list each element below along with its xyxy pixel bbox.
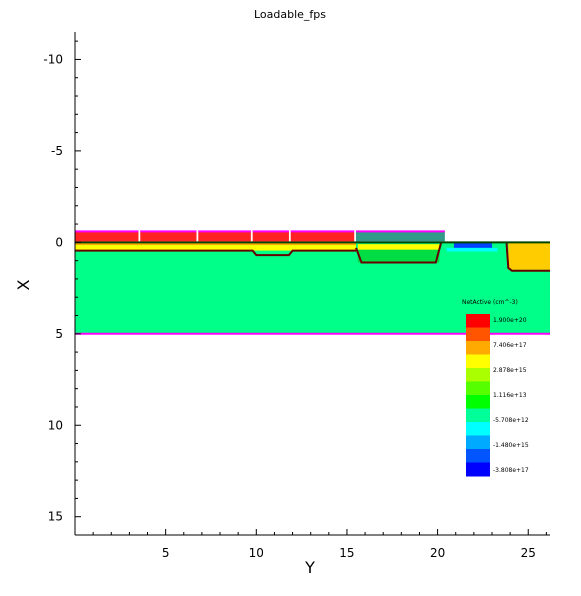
colorbar-label: -1.480e+15	[493, 442, 529, 449]
colorbar-label: -5.708e+12	[493, 417, 529, 424]
p-implant-region	[453, 242, 492, 250]
junction-line-left	[75, 249, 357, 257]
poly-gate-4	[252, 231, 289, 242]
yellow-layer	[75, 245, 357, 251]
y-tick-label: 10	[48, 418, 63, 432]
oxide-cap-region	[356, 231, 445, 242]
colorbar-label: 2.878e+15	[493, 367, 527, 374]
colorbar-swatch	[466, 395, 490, 409]
colorbar-swatch	[466, 408, 490, 423]
x-tick-label: 20	[430, 546, 445, 560]
p-implant-halo	[446, 247, 498, 252]
colorbar-swatch	[466, 462, 490, 477]
y-axis-title: X	[14, 279, 33, 290]
colorbar-swatch	[466, 327, 490, 342]
orange-layer	[75, 242, 357, 246]
axes: 5 10 15 20 25 -10 -5 0 5 10 15	[43, 32, 550, 560]
colorbar-swatch	[466, 368, 490, 382]
colorbar-swatch	[466, 341, 490, 355]
poly-gate-2	[140, 231, 197, 242]
colorbar-swatch	[466, 422, 490, 436]
colorbar-label: -3.808e+17	[493, 467, 529, 474]
colorbar-swatch	[466, 435, 490, 450]
junction-line-middle	[355, 242, 443, 264]
colorbar-label: 1.900e+20	[493, 317, 527, 324]
y-tick-label: -5	[51, 144, 63, 158]
colorbar-swatch	[466, 354, 490, 369]
colorbar-title: NetActive (cm^-3)	[462, 299, 518, 306]
x-axis-title: Y	[304, 558, 315, 577]
y-tick-label: 5	[55, 327, 63, 341]
colorbar: NetActive (cm^-3) 1.900e+20 7.406e+17 2.878…	[462, 299, 529, 477]
poly-gate-5	[290, 231, 355, 242]
colorbar-swatch	[466, 381, 490, 396]
poly-gate-3	[198, 231, 251, 242]
junction-line-right	[505, 242, 550, 272]
x-tick-label: 25	[521, 546, 536, 560]
colorbar-label: 7.406e+17	[493, 342, 527, 349]
y-tick-label: 15	[48, 510, 63, 524]
deep-well-top-layer	[357, 244, 440, 250]
y-tick-label: -10	[43, 52, 63, 66]
chart-title: Loadable_fps	[254, 8, 326, 21]
x-tick-label: 5	[162, 546, 170, 560]
colorbar-label: 1.116e+13	[493, 392, 527, 399]
colorbar-swatch	[466, 314, 490, 328]
x-tick-label: 15	[339, 546, 354, 560]
poly-gate-1	[75, 231, 139, 242]
plot-area	[75, 230, 550, 335]
y-tick-label: 0	[55, 235, 63, 249]
colorbar-swatch	[466, 449, 490, 463]
x-tick-label: 10	[249, 546, 264, 560]
right-well-region	[508, 242, 550, 270]
